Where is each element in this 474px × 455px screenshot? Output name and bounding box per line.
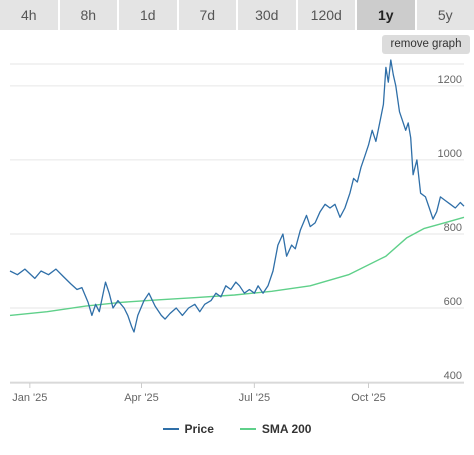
y-tick-label: 400 (444, 370, 462, 382)
y-tick-label: 600 (444, 296, 462, 308)
legend-swatch-sma (239, 428, 256, 430)
series-lines (9, 59, 465, 333)
tab-8h[interactable]: 8h (59, 0, 117, 30)
timeframe-tabs: 4h 8h 1d 7d 30d 120d 1y 5y (0, 0, 474, 30)
y-tick-label: 1000 (438, 148, 462, 160)
y-axis-ticks: 400 600 800 1000 1200 (438, 74, 462, 382)
legend-swatch-price (162, 428, 179, 430)
sma-200-series-line (9, 216, 465, 317)
x-tick-label: Jul '25 (239, 392, 270, 404)
legend-label-sma: SMA 200 (261, 422, 312, 436)
y-tick-label: 800 (444, 222, 462, 234)
tab-1d[interactable]: 1d (119, 0, 177, 30)
remove-graph-button[interactable]: remove graph (382, 35, 470, 54)
tab-4h[interactable]: 4h (0, 0, 58, 30)
y-tick-label: 1200 (438, 74, 462, 86)
tab-30d[interactable]: 30d (238, 0, 296, 30)
x-axis-ticks: Jan '25 Apr '25 Jul '25 Oct '25 (12, 383, 386, 404)
x-tick-label: Apr '25 (124, 392, 159, 404)
price-series-line (9, 59, 465, 333)
legend-item-sma[interactable]: SMA 200 (239, 422, 312, 436)
chart-legend: Price SMA 200 (0, 418, 474, 440)
tab-1y[interactable]: 1y (357, 0, 415, 30)
x-tick-label: Jan '25 (12, 392, 47, 404)
grid-lines (10, 63, 464, 384)
x-tick-label: Oct '25 (351, 392, 386, 404)
legend-label-price: Price (184, 422, 214, 436)
legend-item-price[interactable]: Price (162, 422, 214, 436)
tab-120d[interactable]: 120d (297, 0, 355, 30)
tab-5y[interactable]: 5y (416, 0, 474, 30)
tab-7d[interactable]: 7d (178, 0, 236, 30)
